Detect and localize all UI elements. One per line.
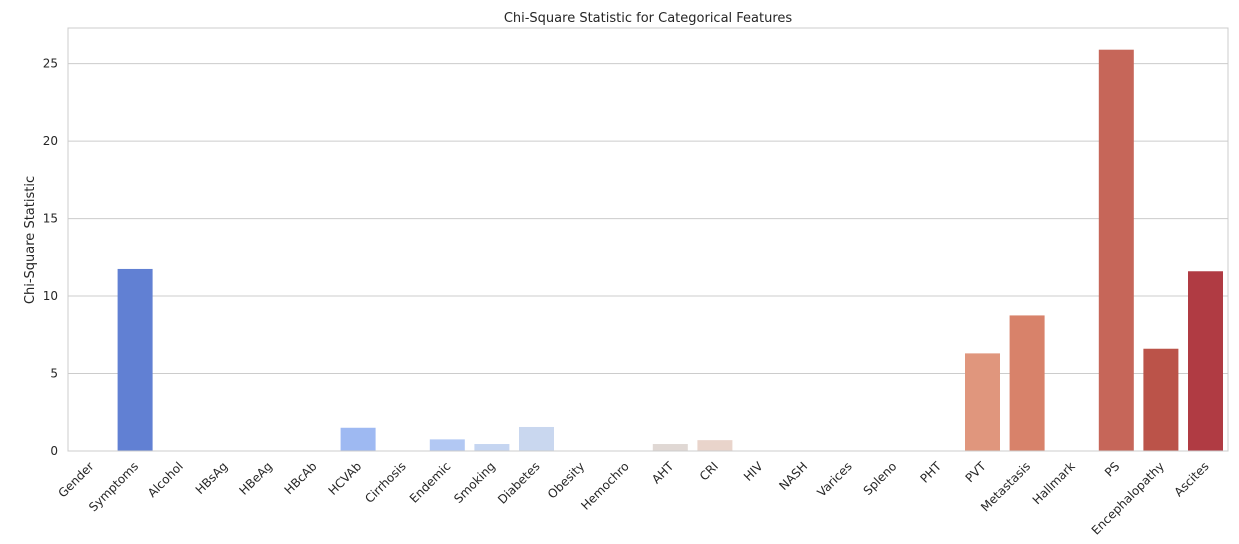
x-tick-label: HIV	[741, 459, 766, 484]
x-tick-label: HCVAb	[326, 459, 365, 498]
bar-endemic	[429, 439, 465, 451]
y-tick-label: 0	[50, 444, 58, 458]
bar-encephalopathy	[1143, 348, 1179, 451]
x-tick-label: Diabetes	[495, 459, 543, 507]
y-tick-label: 20	[43, 134, 58, 148]
bar-ps	[1098, 49, 1134, 451]
x-tick-label: CRI	[697, 459, 721, 483]
x-tick-label: HBsAg	[193, 459, 231, 497]
bar-ascites	[1188, 271, 1223, 451]
x-tick-label: Ascites	[1172, 459, 1212, 499]
plot-frame	[67, 27, 1229, 452]
x-tick-label: Alcohol	[145, 459, 186, 500]
x-tick-label: HBeAg	[237, 459, 276, 498]
chart-title: Chi-Square Statistic for Categorical Fea…	[504, 11, 793, 26]
x-tick-label: Cirrhosis	[362, 459, 409, 506]
x-tick-label: Varices	[814, 459, 854, 499]
bar-aht	[652, 444, 688, 451]
bars	[117, 49, 1223, 451]
grid	[68, 63, 1228, 452]
bar-smoking	[474, 444, 510, 451]
x-tick-label: HBcAb	[282, 459, 320, 497]
x-tick-label: Encephalopathy	[1089, 459, 1167, 537]
x-tick-label: AHT	[649, 459, 677, 487]
bar-symptoms	[117, 268, 153, 451]
x-tick-label: Smoking	[451, 459, 498, 506]
x-tick-label: Hallmark	[1030, 459, 1078, 507]
y-axis-label: Chi-Square Statistic	[23, 176, 38, 304]
bar-cri	[697, 440, 733, 451]
bar-pvt	[965, 353, 1000, 451]
x-tick-label: PHT	[917, 459, 944, 486]
x-tick-label: Endemic	[407, 459, 454, 506]
x-tick-label: PS	[1102, 459, 1122, 479]
x-tick-label: Hemochro	[578, 459, 631, 512]
bar-hcvab	[340, 427, 376, 451]
y-tick-label: 5	[50, 367, 58, 381]
x-tick-label: NASH	[776, 459, 810, 493]
x-tick-label: Gender	[55, 459, 96, 500]
x-tick-label: Obesity	[545, 459, 587, 501]
bar-metastasis	[1009, 315, 1045, 451]
y-tick-label: 25	[43, 57, 58, 71]
y-axis: 0 5 10 15 20 25	[43, 57, 58, 458]
bar-diabetes	[519, 426, 554, 451]
x-tick-label: PVT	[963, 459, 989, 485]
y-tick-label: 15	[43, 212, 58, 226]
x-tick-label: Spleno	[861, 459, 900, 498]
y-tick-label: 10	[43, 289, 58, 303]
